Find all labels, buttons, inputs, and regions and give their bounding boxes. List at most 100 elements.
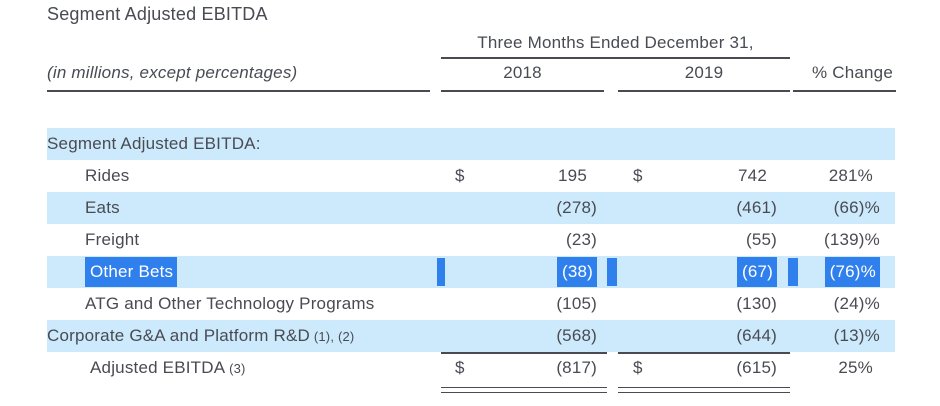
value-percent-change-text[interactable]: (66)%	[833, 198, 880, 217]
period-header[interactable]: Three Months Ended December 31,	[477, 33, 754, 52]
table-row[interactable]: ATG and Other Technology Programs (105) (1…	[47, 288, 895, 320]
value-percent-change-text[interactable]: (13)%	[833, 326, 880, 345]
currency-symbol-2018	[441, 192, 471, 224]
table-row[interactable]: Rides $195 $742 281%	[47, 160, 895, 192]
value-2018-text[interactable]: (278)	[556, 198, 597, 217]
value-percent-change	[790, 128, 895, 160]
value-2019[interactable]: (615)	[655, 352, 790, 384]
row-label[interactable]: Segment Adjusted EBITDA:	[47, 134, 261, 153]
row-label[interactable]: Freight	[85, 230, 140, 249]
currency-symbol-2019	[600, 224, 655, 256]
value-percent-change-text[interactable]: (24)%	[833, 294, 880, 313]
column-header-2019[interactable]: 2019	[684, 63, 724, 82]
value-2019	[655, 128, 790, 160]
value-2019-text[interactable]: (67)	[736, 257, 777, 287]
total-row-double-underline-2019	[618, 387, 790, 393]
footnote-marker: (3)	[225, 361, 246, 376]
value-2019[interactable]: (130)	[655, 288, 790, 320]
column-2018-underline	[441, 90, 604, 92]
column-header-percent-change[interactable]: % Change	[812, 63, 893, 82]
currency-symbol-2018	[441, 256, 471, 288]
currency-symbol-2018	[441, 288, 471, 320]
units-note[interactable]: (in millions, except percentages)	[47, 63, 298, 82]
value-2019-text[interactable]: (615)	[736, 358, 777, 377]
currency-symbol-2018-text[interactable]: $	[455, 166, 465, 185]
value-2019-text[interactable]: (461)	[736, 198, 777, 217]
value-2019[interactable]: 742	[655, 160, 790, 192]
value-percent-change[interactable]: (24)%	[790, 288, 895, 320]
value-2019-text[interactable]: (644)	[736, 326, 777, 345]
table-body: Segment Adjusted EBITDA: Rides $195 $742 281…	[47, 128, 895, 384]
row-label-cell[interactable]: Rides	[47, 160, 441, 192]
value-2019-text[interactable]: 742	[738, 166, 767, 185]
value-percent-change[interactable]: 25%	[790, 352, 895, 384]
row-label-cell[interactable]: Adjusted EBITDA (3)	[47, 352, 441, 384]
value-2019[interactable]: (55)	[655, 224, 790, 256]
row-label[interactable]: Adjusted EBITDA	[90, 358, 226, 377]
total-row-top-rule-2018	[441, 352, 607, 354]
value-2018-text[interactable]: (817)	[556, 358, 597, 377]
value-2018-text[interactable]: (568)	[556, 326, 597, 345]
currency-symbol-2019[interactable]: $	[600, 160, 655, 192]
value-2018[interactable]: (568)	[471, 320, 600, 352]
total-row-top-rule-2019	[618, 352, 790, 354]
value-percent-change[interactable]: (66)%	[790, 192, 895, 224]
value-2018[interactable]: (38)	[471, 256, 600, 288]
row-label-cell[interactable]: Segment Adjusted EBITDA:	[47, 128, 441, 160]
currency-symbol-2019	[600, 288, 655, 320]
currency-symbol-2019-text[interactable]: $	[633, 358, 643, 377]
column-header-2018[interactable]: 2018	[503, 63, 542, 82]
row-label-cell[interactable]: Eats	[47, 192, 441, 224]
value-percent-change[interactable]: (139)%	[790, 224, 895, 256]
currency-symbol-2019-text[interactable]: $	[633, 166, 643, 185]
value-percent-change-text[interactable]: 25%	[838, 358, 873, 377]
value-2019[interactable]: (461)	[655, 192, 790, 224]
value-percent-change[interactable]: (76)%	[790, 256, 895, 288]
value-2018[interactable]: (278)	[471, 192, 600, 224]
currency-symbol-2018-text[interactable]: $	[455, 358, 465, 377]
value-percent-change-text[interactable]: (139)%	[823, 230, 880, 249]
value-percent-change-text[interactable]: 281%	[828, 166, 873, 185]
row-label[interactable]: Corporate G&A and Platform R&D	[47, 326, 311, 345]
column-2019-underline	[618, 90, 790, 92]
value-percent-change[interactable]: 281%	[790, 160, 895, 192]
row-label-cell[interactable]: Corporate G&A and Platform R&D (1), (2)	[47, 320, 441, 352]
table-row[interactable]: Corporate G&A and Platform R&D (1), (2)(…	[47, 320, 895, 352]
row-label-cell[interactable]: ATG and Other Technology Programs	[47, 288, 441, 320]
value-2018[interactable]: 195	[471, 160, 600, 192]
units-note-underline	[47, 90, 430, 92]
row-label[interactable]: Other Bets	[85, 257, 178, 287]
currency-symbol-2018	[441, 128, 471, 160]
value-2019[interactable]: (644)	[655, 320, 790, 352]
table-row[interactable]: Other Bets (38) (67) (76)%	[47, 256, 895, 288]
table-row[interactable]: Segment Adjusted EBITDA:	[47, 128, 895, 160]
total-row-double-underline-2018	[441, 387, 607, 393]
footnote-marker: (1), (2)	[310, 329, 355, 344]
value-2018-text[interactable]: 195	[558, 166, 587, 185]
currency-symbol-2019[interactable]: $	[600, 352, 655, 384]
currency-symbol-2018	[441, 224, 471, 256]
value-2018[interactable]: (817)	[471, 352, 600, 384]
row-label-cell[interactable]: Other Bets	[47, 256, 441, 288]
table-row[interactable]: Freight (23) (55) (139)%	[47, 224, 895, 256]
value-2019-text[interactable]: (130)	[736, 294, 777, 313]
value-2019-text[interactable]: (55)	[745, 230, 777, 249]
value-2018-text[interactable]: (23)	[565, 230, 597, 249]
currency-symbol-2018	[441, 320, 471, 352]
value-percent-change[interactable]: (13)%	[790, 320, 895, 352]
row-label-cell[interactable]: Freight	[47, 224, 441, 256]
row-label[interactable]: Rides	[85, 166, 130, 185]
value-percent-change-text[interactable]: (76)%	[824, 257, 880, 287]
value-2019[interactable]: (67)	[655, 256, 790, 288]
currency-symbol-2018[interactable]: $	[441, 160, 471, 192]
table-row[interactable]: Adjusted EBITDA (3) $ (817) $ (615) 25%	[47, 352, 895, 384]
value-2018-text[interactable]: (105)	[556, 294, 597, 313]
row-label[interactable]: ATG and Other Technology Programs	[85, 294, 375, 313]
currency-symbol-2018[interactable]: $	[441, 352, 471, 384]
text-selection-bar	[788, 258, 798, 286]
row-label[interactable]: Eats	[85, 198, 120, 217]
value-2018-text[interactable]: (38)	[556, 257, 597, 287]
value-2018[interactable]: (105)	[471, 288, 600, 320]
table-row[interactable]: Eats (278) (461) (66)%	[47, 192, 895, 224]
value-2018[interactable]: (23)	[471, 224, 600, 256]
